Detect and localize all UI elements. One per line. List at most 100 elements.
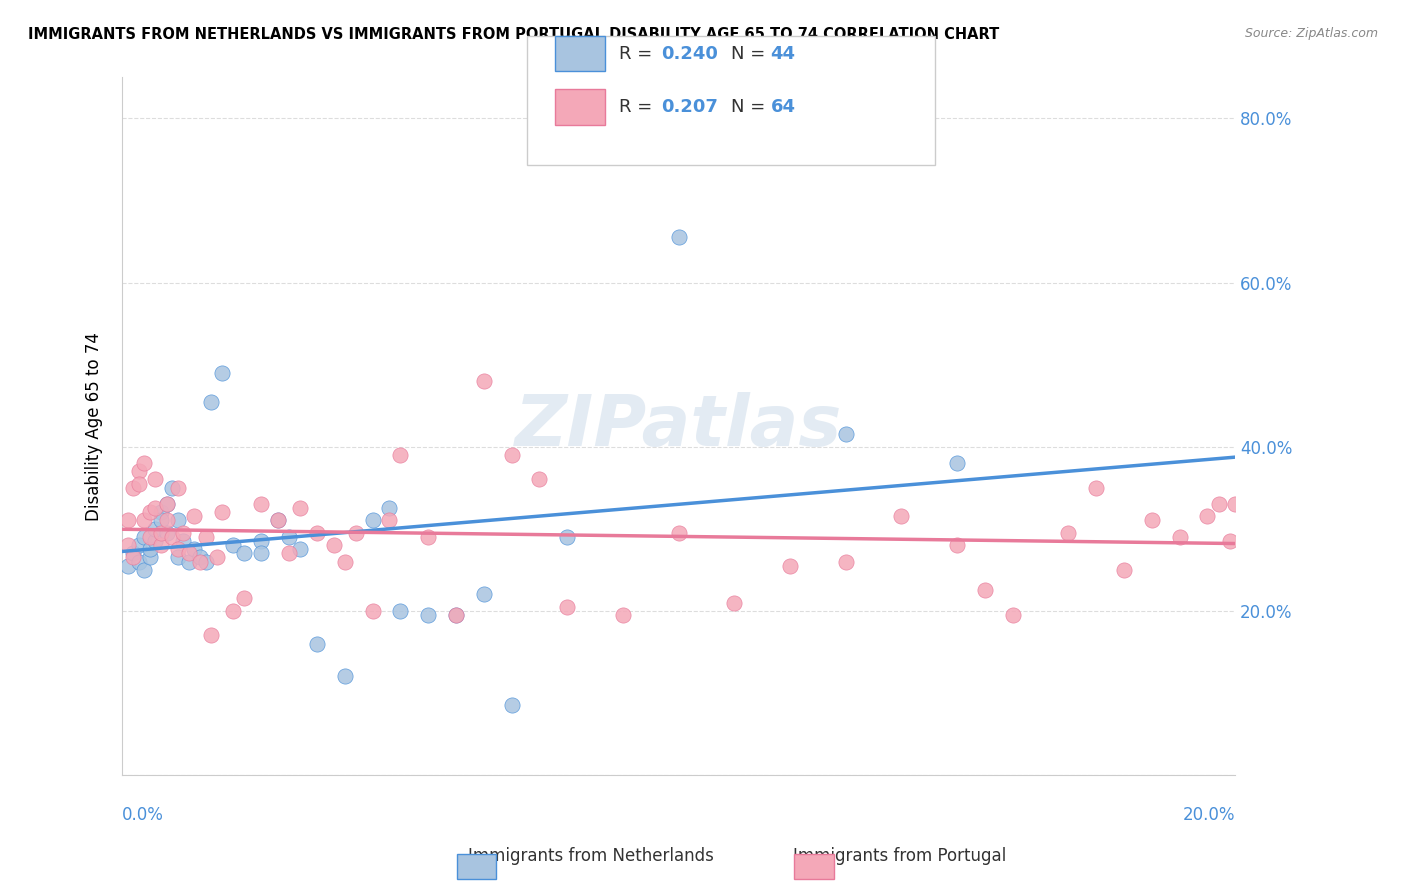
Point [177, 546, 200, 560]
Point [128, 476, 150, 491]
Point [472, 374, 495, 388]
Point [555, 599, 578, 614]
Point [145, 501, 167, 516]
Point [222, 538, 245, 552]
Point [155, 497, 177, 511]
Point [834, 427, 856, 442]
Point [128, 555, 150, 569]
Point [501, 448, 523, 462]
Point [946, 538, 969, 552]
Point [250, 497, 273, 511]
Text: 0.0%: 0.0% [122, 806, 165, 824]
Point [128, 538, 150, 552]
Point [233, 546, 256, 560]
Point [183, 509, 205, 524]
Point [668, 525, 690, 540]
Point [1057, 525, 1080, 540]
Text: Immigrants from Netherlands: Immigrants from Netherlands [468, 847, 713, 865]
Point [172, 525, 194, 540]
Text: IMMIGRANTS FROM NETHERLANDS VS IMMIGRANTS FROM PORTUGAL DISABILITY AGE 65 TO 74 : IMMIGRANTS FROM NETHERLANDS VS IMMIGRANT… [28, 27, 1000, 42]
Point [188, 555, 211, 569]
Point [946, 456, 969, 470]
Y-axis label: Disability Age 65 to 74: Disability Age 65 to 74 [86, 332, 103, 521]
Point [155, 525, 177, 540]
Point [166, 514, 188, 528]
Point [117, 514, 139, 528]
Point [150, 514, 173, 528]
Point [194, 530, 217, 544]
Point [973, 583, 995, 598]
Point [389, 448, 412, 462]
Point [1085, 481, 1108, 495]
Point [288, 501, 311, 516]
Point [134, 514, 156, 528]
Text: 44: 44 [770, 45, 796, 62]
Point [555, 530, 578, 544]
Point [134, 530, 156, 544]
Point [139, 550, 162, 565]
Point [444, 607, 467, 622]
Point [723, 595, 745, 609]
Point [233, 591, 256, 606]
Point [194, 555, 217, 569]
Point [278, 530, 301, 544]
Point [134, 563, 156, 577]
Point [145, 534, 167, 549]
Point [612, 607, 634, 622]
Point [117, 538, 139, 552]
Point [172, 534, 194, 549]
Point [122, 546, 145, 560]
Text: 20.0%: 20.0% [1182, 806, 1236, 824]
Text: R =: R = [619, 98, 658, 116]
Point [344, 525, 367, 540]
Point [139, 542, 162, 557]
Point [145, 522, 167, 536]
Point [211, 366, 233, 380]
Point [1140, 514, 1163, 528]
Point [250, 534, 273, 549]
Point [183, 542, 205, 557]
Point [211, 505, 233, 519]
Point [1197, 509, 1219, 524]
Point [128, 464, 150, 478]
Text: N =: N = [731, 98, 770, 116]
Point [160, 481, 183, 495]
Point [418, 530, 440, 544]
Point [1001, 607, 1024, 622]
Point [305, 636, 328, 650]
Point [378, 501, 401, 516]
Point [166, 550, 188, 565]
Point [472, 587, 495, 601]
Point [278, 546, 301, 560]
Point [444, 607, 467, 622]
Point [145, 473, 167, 487]
Point [139, 530, 162, 544]
Point [200, 628, 222, 642]
Text: 64: 64 [770, 98, 796, 116]
Point [205, 550, 228, 565]
Point [117, 558, 139, 573]
Point [333, 555, 356, 569]
Point [305, 525, 328, 540]
Point [529, 473, 551, 487]
Point [1168, 530, 1191, 544]
Point [779, 558, 801, 573]
Point [389, 604, 412, 618]
Text: R =: R = [619, 45, 658, 62]
Point [150, 525, 173, 540]
Point [200, 394, 222, 409]
Point [501, 698, 523, 712]
Point [139, 505, 162, 519]
Text: N =: N = [731, 45, 770, 62]
Text: 0.207: 0.207 [661, 98, 717, 116]
Text: Immigrants from Portugal: Immigrants from Portugal [793, 847, 1007, 865]
Point [177, 555, 200, 569]
Point [166, 542, 188, 557]
Point [122, 481, 145, 495]
Point [1208, 497, 1230, 511]
Point [160, 530, 183, 544]
Point [890, 509, 912, 524]
Point [361, 514, 384, 528]
Point [122, 550, 145, 565]
Point [1219, 534, 1241, 549]
